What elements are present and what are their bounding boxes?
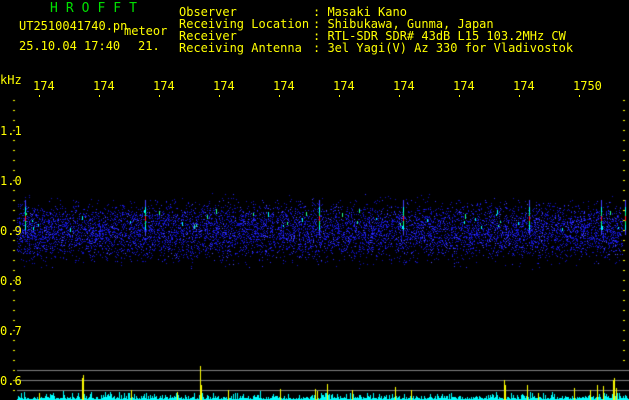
- antenna-label: Receiving Antenna: [179, 41, 302, 55]
- receiver-label: Receiver: [179, 29, 237, 43]
- x-tick-label: 1746: [333, 80, 355, 93]
- x-tick-mark: [39, 95, 40, 97]
- location-value: : Shibukawa, Gunma, Japan: [313, 17, 494, 31]
- mode-label: meteor: [124, 24, 168, 38]
- y-tick-label: 1.0: [0, 174, 22, 188]
- x-tick-mark: [99, 95, 100, 97]
- y-tick-label: 0.9: [0, 224, 22, 238]
- x-tick-mark: [399, 95, 400, 97]
- x-tick-label: 1747: [393, 80, 415, 93]
- x-tick-mark: [159, 95, 160, 97]
- y-tick-label: 1.1: [0, 124, 22, 138]
- y-tick-label: 0.8: [0, 274, 22, 288]
- x-tick-mark: [219, 95, 220, 97]
- x-tick-label: 1750: [573, 80, 602, 93]
- location-label: Receiving Location: [179, 17, 310, 31]
- x-tick-label: 1745: [273, 80, 295, 93]
- x-tick-mark: [519, 95, 520, 97]
- x-tick-mark: [339, 95, 340, 97]
- app-title: HROFFT: [50, 1, 145, 16]
- x-tick-label: 1749: [513, 80, 535, 93]
- observer-value: : Masaki Kano: [313, 5, 407, 19]
- x-tick-label: 1744: [213, 80, 235, 93]
- x-tick-mark: [279, 95, 280, 97]
- meteor-count: 21.: [138, 39, 160, 53]
- x-tick-label: 1748: [453, 80, 475, 93]
- y-tick-label: 0.7: [0, 324, 22, 338]
- y-axis-label: kHz: [0, 73, 22, 87]
- antenna-value: : 3el Yagi(V) Az 330 for Vladivostok: [313, 41, 574, 55]
- y-tick-label: 0.6: [0, 374, 22, 388]
- receiver-value: : RTL-SDR SDR# 43dB L15 103.2MHz CW: [313, 29, 566, 43]
- datetime: 25.10.04 17:40: [19, 39, 121, 53]
- x-tick-mark: [579, 95, 580, 97]
- x-tick-label: 1743: [153, 80, 175, 93]
- x-tick-mark: [459, 95, 460, 97]
- x-tick-label: 1742: [93, 80, 115, 93]
- filename: UT2510041740.pn: [19, 19, 128, 33]
- observer-label: Observer: [179, 5, 237, 19]
